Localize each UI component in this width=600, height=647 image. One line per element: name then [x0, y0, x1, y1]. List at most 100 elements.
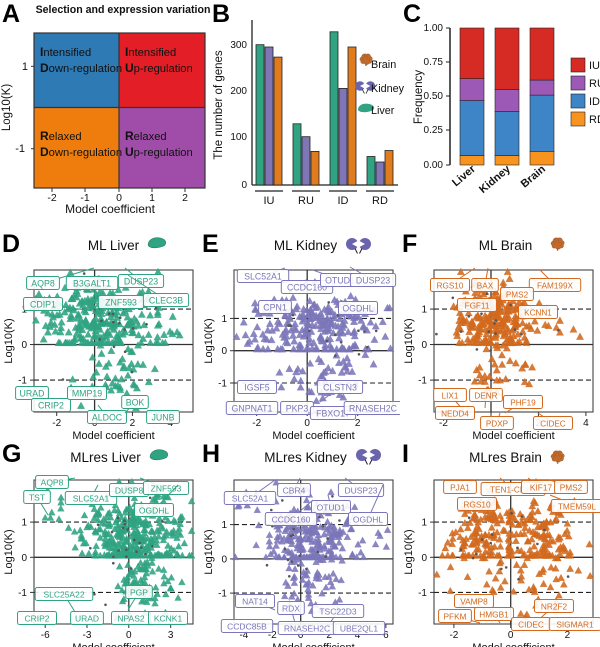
svg-text:MMP19: MMP19: [72, 388, 102, 398]
svg-text:PFKM: PFKM: [443, 611, 466, 621]
svg-text:Log10(K): Log10(K): [203, 529, 215, 574]
svg-text:-2: -2: [449, 630, 458, 641]
svg-text:KCNK1: KCNK1: [154, 613, 183, 623]
svg-text:RDX: RDX: [282, 603, 300, 613]
svg-text:SLC52A1: SLC52A1: [244, 271, 282, 281]
svg-text:AQP8: AQP8: [31, 278, 55, 288]
svg-text:CCDC85B: CCDC85B: [227, 621, 267, 631]
svg-text:RGS10: RGS10: [463, 499, 491, 509]
svg-text:URAD: URAD: [75, 613, 99, 623]
svg-text:Up-regulation: Up-regulation: [125, 145, 193, 159]
svg-text:ALDOC: ALDOC: [92, 412, 123, 422]
svg-text:MLres Kidney: MLres Kidney: [264, 450, 347, 465]
svg-text:PMS2: PMS2: [506, 290, 529, 299]
svg-text:DUSP23: DUSP23: [124, 276, 158, 286]
svg-text:0.50: 0.50: [424, 91, 444, 102]
svg-text:0: 0: [421, 553, 427, 564]
svg-text:CPN1: CPN1: [263, 302, 287, 312]
svg-text:Model coefficient: Model coefficient: [72, 642, 154, 647]
svg-text:0.00: 0.00: [424, 160, 444, 171]
svg-text:CIDEC: CIDEC: [518, 619, 544, 629]
svg-text:ML Kidney: ML Kidney: [274, 238, 338, 253]
svg-text:NAT14: NAT14: [242, 596, 268, 606]
svg-text:ML Brain: ML Brain: [479, 238, 533, 253]
svg-text:-1: -1: [418, 588, 427, 599]
svg-text:0: 0: [21, 553, 27, 564]
svg-text:CIDEC: CIDEC: [540, 419, 566, 428]
svg-text:2: 2: [355, 418, 361, 429]
svg-text:-1: -1: [18, 376, 27, 387]
svg-text:LIX1: LIX1: [442, 391, 459, 400]
svg-text:PHF19: PHF19: [510, 398, 536, 407]
svg-text:DUSP23: DUSP23: [356, 275, 390, 285]
svg-text:URAD: URAD: [20, 388, 45, 398]
svg-text:ID: ID: [589, 96, 600, 108]
svg-text:AQP8: AQP8: [41, 477, 64, 487]
svg-text:Selection and expression varia: Selection and expression variation: [36, 4, 210, 16]
svg-text:2: 2: [182, 192, 188, 204]
svg-text:Log10(K): Log10(K): [3, 529, 15, 574]
svg-text:KIF17: KIF17: [530, 482, 553, 492]
svg-text:1: 1: [221, 520, 227, 531]
svg-text:ZNF593: ZNF593: [105, 297, 137, 307]
svg-text:3: 3: [168, 630, 174, 641]
svg-text:Intensified: Intensified: [125, 45, 176, 59]
svg-text:Log10(K): Log10(K): [403, 529, 415, 574]
svg-text:B3GALT1: B3GALT1: [73, 278, 111, 288]
svg-text:FAM199X: FAM199X: [537, 281, 573, 290]
svg-text:PJA1: PJA1: [450, 482, 470, 492]
svg-text:TMEM59L: TMEM59L: [558, 501, 597, 511]
svg-text:CRIP2: CRIP2: [24, 613, 49, 623]
svg-text:VAMP8: VAMP8: [460, 596, 488, 606]
svg-text:ML Liver: ML Liver: [88, 238, 140, 253]
svg-text:SLC52A1: SLC52A1: [232, 493, 269, 503]
svg-text:0: 0: [304, 418, 310, 429]
svg-text:Down-regulation: Down-regulation: [40, 61, 122, 75]
svg-text:Relaxed: Relaxed: [40, 129, 82, 143]
svg-text:PMS2: PMS2: [560, 482, 583, 492]
svg-text:Up-regulation: Up-regulation: [125, 61, 193, 75]
svg-text:TSC22D3: TSC22D3: [319, 606, 357, 616]
svg-text:Brain: Brain: [519, 163, 548, 190]
svg-text:PGP: PGP: [130, 587, 148, 597]
svg-text:IGSF5: IGSF5: [244, 382, 270, 392]
svg-text:Log10(K): Log10(K): [1, 84, 13, 131]
svg-text:FGF11: FGF11: [465, 301, 490, 310]
svg-text:Kidney: Kidney: [477, 163, 513, 196]
svg-text:PKP3: PKP3: [286, 403, 309, 413]
svg-text:GNPNAT1: GNPNAT1: [232, 403, 273, 413]
svg-text:CBR4: CBR4: [283, 485, 306, 495]
svg-text:BAX: BAX: [477, 281, 494, 290]
svg-text:CLSTN3: CLSTN3: [323, 382, 357, 392]
svg-text:0.75: 0.75: [424, 57, 444, 68]
svg-text:1: 1: [22, 61, 28, 73]
svg-text:Down-regulation: Down-regulation: [40, 145, 122, 159]
svg-text:OGDHL: OGDHL: [342, 303, 373, 313]
svg-text:UBE2QL1: UBE2QL1: [340, 623, 379, 633]
svg-text:4: 4: [583, 418, 589, 429]
svg-text:MLres Liver: MLres Liver: [70, 450, 141, 465]
svg-text:1: 1: [21, 518, 27, 529]
svg-text:NEDD4: NEDD4: [441, 409, 469, 418]
svg-text:OGDHL: OGDHL: [139, 505, 170, 515]
svg-text:RGS10: RGS10: [437, 281, 464, 290]
svg-text:JUNB: JUNB: [152, 412, 175, 422]
svg-text:SIGMAR1: SIGMAR1: [556, 619, 594, 629]
svg-text:-1: -1: [218, 589, 227, 600]
svg-text:RU: RU: [589, 78, 600, 90]
svg-text:Intensified: Intensified: [40, 45, 91, 59]
svg-text:-6: -6: [41, 630, 50, 641]
svg-text:RD: RD: [589, 114, 600, 126]
svg-text:NR2F2: NR2F2: [541, 601, 568, 611]
svg-text:-1: -1: [15, 143, 25, 155]
svg-text:RNASEH2C: RNASEH2C: [349, 403, 398, 413]
svg-text:DUSP8: DUSP8: [115, 485, 144, 495]
svg-text:1: 1: [421, 305, 427, 316]
svg-text:-2: -2: [52, 418, 61, 429]
svg-text:0: 0: [221, 346, 227, 357]
svg-text:MLres Brain: MLres Brain: [469, 450, 542, 465]
svg-text:1: 1: [421, 518, 427, 529]
svg-text:Relaxed: Relaxed: [125, 129, 167, 143]
svg-text:CDIP1: CDIP1: [30, 299, 56, 309]
svg-text:IU: IU: [589, 60, 600, 72]
